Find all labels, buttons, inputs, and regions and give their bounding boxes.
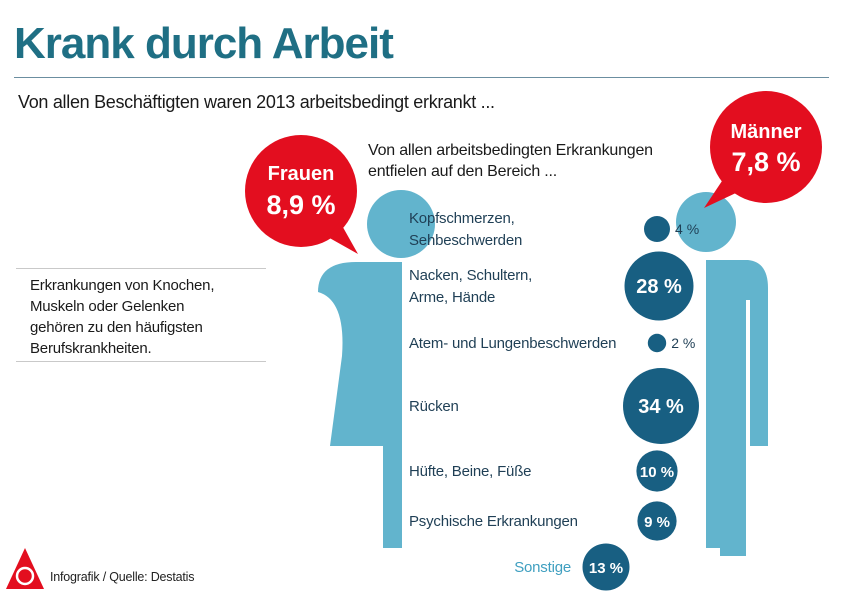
value-label-nacken-schultern: 28 % [636, 276, 682, 298]
woman-head-icon [367, 190, 435, 258]
man-figure-icon [676, 192, 768, 556]
man-body-icon [706, 260, 768, 556]
maenner-bubble-tail [704, 178, 738, 208]
section-heading: Von allen arbeitsbedingten Erkrankungen … [368, 140, 653, 182]
bubble-nacken-schultern [624, 251, 694, 321]
note-line-4: Berufskrankheiten. [30, 340, 152, 357]
maenner-bubble-circle [710, 91, 822, 203]
woman-figure-icon [318, 190, 435, 548]
page-title: Krank durch Arbeit [14, 19, 394, 68]
category-group: 4 % Kopfschmerzen, Sehbeschwerden 28 % Nacke… [409, 210, 699, 591]
note-line-1: Erkrankungen von Knochen, [30, 277, 215, 294]
maenner-label: Männer [730, 121, 801, 143]
category-label-h-fte-beine-f-e: Hüfte, Beine, Füße [409, 463, 531, 480]
logo-ring-icon [15, 566, 35, 586]
source-credit: Infografik / Quelle: Destatis [50, 570, 195, 584]
bubble-kopfschmerzen [644, 216, 670, 242]
note-line-2: Muskeln oder Gelenken [30, 298, 185, 315]
bubble-r-cken [623, 368, 699, 444]
frauen-bubble-circle [245, 135, 357, 247]
note-line-3: gehören zu den häufigsten [30, 319, 203, 336]
category-label-kopfschmerzen-1: Kopfschmerzen, [409, 210, 515, 227]
note-box: Erkrankungen von Knochen, Muskeln oder G… [16, 268, 266, 362]
value-label-kopfschmerzen: 4 % [675, 221, 699, 237]
frauen-label: Frauen [268, 163, 335, 185]
bubble-psychische-erkrankungen [637, 501, 677, 541]
category-label-atem-und-lungenbeschwerden: Atem- und Lungenbeschwerden [409, 335, 616, 352]
frauen-value: 8,9 % [266, 190, 335, 220]
woman-body-icon [318, 262, 402, 548]
category-label-nacken-schultern-1: Nacken, Schultern, [409, 267, 532, 284]
value-label-sonstige: 13 % [589, 560, 623, 577]
title-divider [14, 77, 829, 78]
ig-metall-logo [6, 548, 44, 589]
subtitle: Von allen Beschäftigten waren 2013 arbei… [18, 92, 495, 112]
category-label-r-cken: Rücken [409, 398, 459, 415]
value-label-psychische-erkrankungen: 9 % [644, 514, 670, 531]
category-label-nacken-schultern-2: Arme, Hände [409, 289, 495, 306]
section-heading-line-2: entfielen auf den Bereich ... [368, 163, 557, 180]
frauen-speech-bubble: Frauen 8,9 % [245, 135, 358, 254]
man-head-icon [676, 192, 736, 252]
bubble-atem-und-lungenbeschwerden [647, 333, 667, 353]
maenner-value: 7,8 % [731, 147, 800, 177]
value-label-h-fte-beine-f-e: 10 % [640, 464, 674, 481]
value-label-r-cken: 34 % [638, 396, 684, 418]
bubble-h-fte-beine-f-e [636, 450, 678, 492]
category-label-kopfschmerzen-2: Sehbeschwerden [409, 232, 522, 249]
maenner-speech-bubble: Männer 7,8 % [704, 91, 822, 208]
bubble-sonstige [582, 543, 630, 591]
category-label-psychische-erkrankungen: Psychische Erkrankungen [409, 513, 578, 530]
value-label-atem-und-lungenbeschwerden: 2 % [671, 335, 695, 351]
section-heading-line-1: Von allen arbeitsbedingten Erkrankungen [368, 142, 653, 159]
category-label-sonstige: Sonstige [514, 559, 571, 576]
frauen-bubble-tail [326, 222, 358, 254]
